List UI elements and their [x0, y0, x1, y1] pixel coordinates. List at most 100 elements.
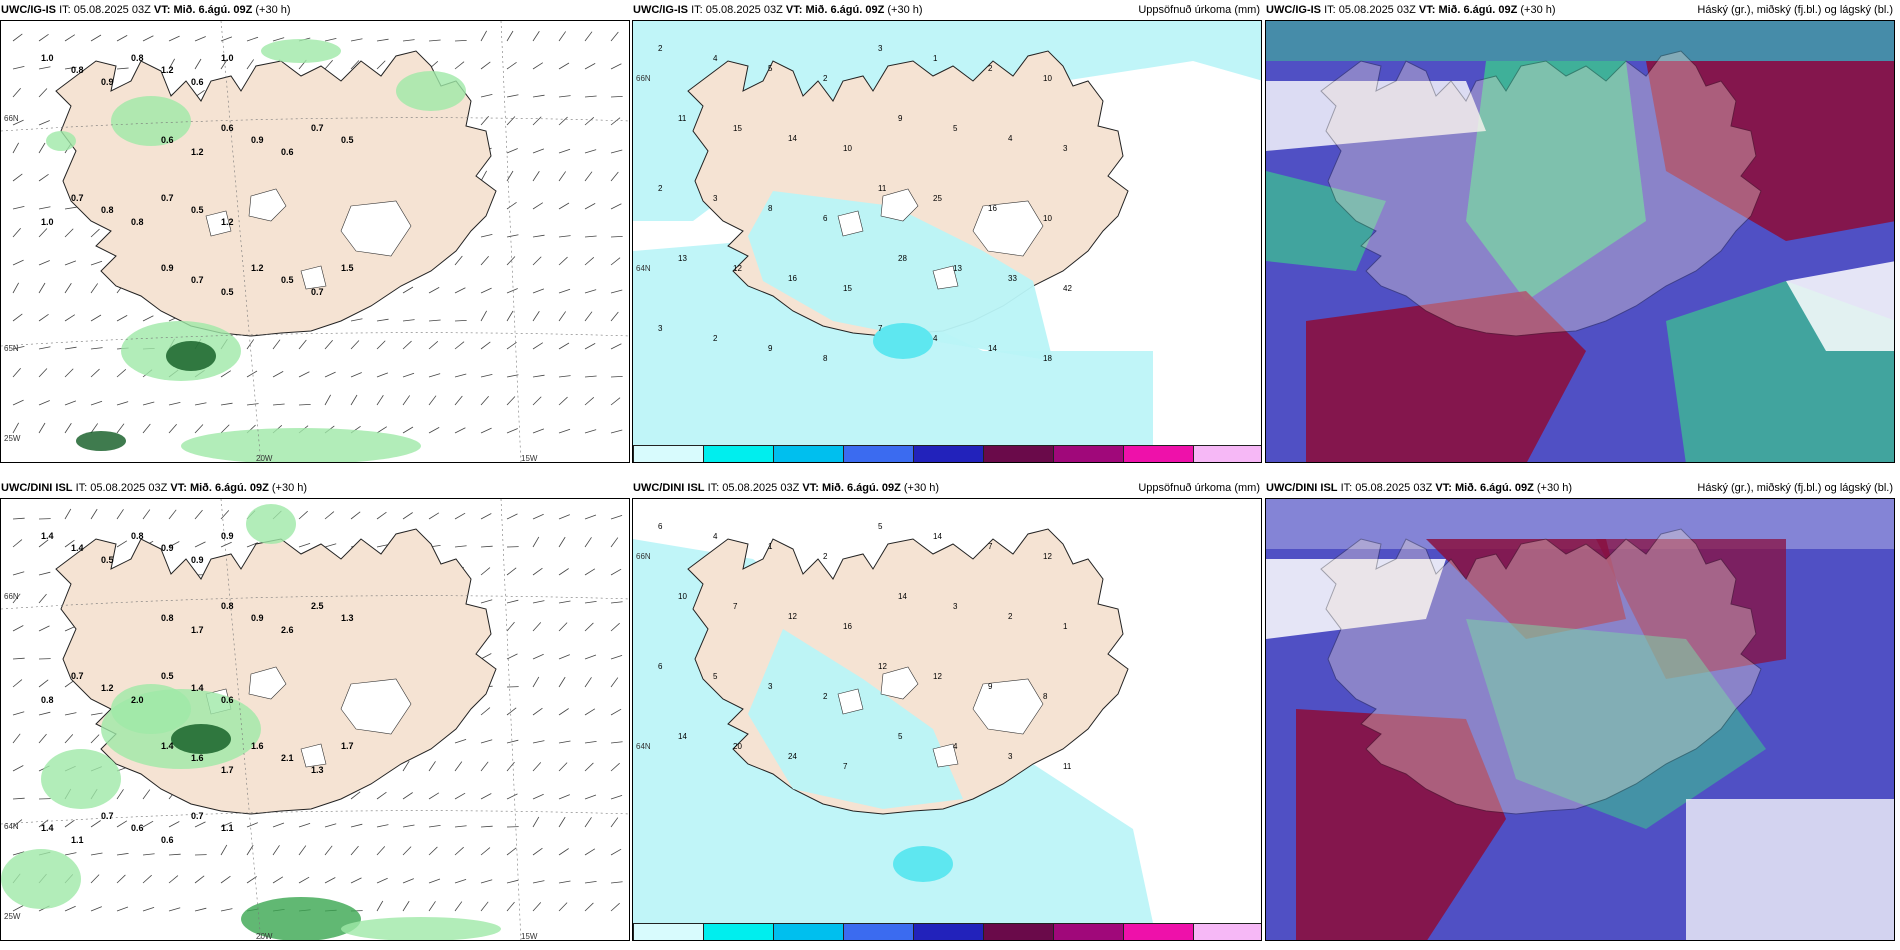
wind-barb [558, 762, 568, 772]
panel-title: UWC/DINI ISL IT: 05.08.2025 03Z VT: Mið.… [633, 482, 940, 494]
wind-barb [64, 346, 77, 350]
accum-value-label: 10 [1043, 74, 1052, 83]
wind-barb [168, 821, 180, 828]
wind-barb [454, 825, 467, 828]
wind-barb [584, 880, 597, 884]
glacier [300, 265, 327, 290]
wind-barb [532, 311, 540, 322]
wind-barb [506, 879, 519, 884]
wind-barb [428, 846, 438, 856]
wind-barb [168, 401, 181, 406]
precip-value-label: 0.5 [161, 671, 174, 681]
accum-value-label: 42 [1063, 284, 1072, 293]
wind-barb [584, 708, 596, 716]
accum-field-high [873, 323, 933, 359]
wind-barb [12, 399, 24, 406]
wind-barb [480, 287, 492, 294]
map-area[interactable] [1265, 498, 1895, 941]
accum-value-label: 33 [1008, 274, 1017, 283]
wind-barb [532, 148, 545, 154]
wind-barb [532, 374, 545, 378]
grid-line [1, 117, 629, 132]
wind-barb [402, 878, 414, 884]
map-area[interactable] [1265, 20, 1895, 463]
wind-barb [376, 372, 389, 378]
map-area[interactable]: 1.0 0.8 0.9 0.8 1.2 0.6 1.0 0.6 1.2 0.6 0.9 0.6 0.7 0… [0, 20, 630, 463]
panel-right-title: Háský (gr.), miðský (fj.bl.) og lágský (… [1697, 4, 1893, 16]
wind-barb [558, 848, 569, 856]
wind-barb [454, 395, 463, 406]
accum-value-label: 9 [898, 114, 903, 123]
wind-barb [480, 825, 493, 828]
wind-barb [610, 601, 623, 604]
accum-value-label: 12 [788, 612, 797, 621]
accum-value-label: 11 [878, 184, 887, 193]
cloud-layer [1466, 619, 1766, 829]
wind-barb [116, 509, 124, 520]
precip-value-label: 0.7 [191, 275, 204, 285]
wind-barb [116, 369, 127, 378]
wind-barb [610, 762, 620, 772]
wind-barb [350, 823, 363, 828]
wind-barb [428, 287, 440, 294]
wind-barb [376, 395, 384, 406]
cloud-layer [1266, 559, 1446, 639]
wind-barb [558, 536, 566, 548]
glacier [837, 210, 864, 237]
wind-barb [558, 116, 568, 126]
wind-barb [298, 339, 307, 350]
map-area[interactable]: 1.4 1.4 0.5 0.8 0.9 0.9 0.9 0.8 1.7 0.8 0.9 2.6 2.5 1… [0, 498, 630, 941]
accum-value-label: 13 [678, 254, 687, 263]
wind-barb [64, 819, 75, 828]
wind-barb [194, 36, 206, 42]
wind-barb [584, 375, 597, 378]
wind-barb [12, 87, 21, 98]
wind-barb [168, 907, 181, 912]
glacier [205, 210, 232, 237]
wind-barb [480, 395, 489, 406]
wind-barb [64, 625, 76, 632]
wind-barb [532, 428, 545, 434]
wind-barb [454, 39, 467, 42]
wind-barb [142, 315, 154, 322]
wind-barb [38, 346, 51, 350]
colorbar-segment [983, 923, 1053, 940]
wind-barb [220, 402, 233, 406]
wind-barb [168, 875, 179, 884]
wind-barb [246, 403, 259, 406]
map-area[interactable]: 6 4 1 2 5 14 7 12 10 7 12 16 14 3 2 1 6 5 3 2 12 12 9 8 14 20 24 7 5… [632, 498, 1262, 941]
wind-barb [480, 61, 491, 70]
wind-barb [116, 35, 128, 42]
wind-barb [350, 372, 362, 378]
wind-barb [610, 817, 619, 828]
accum-value-label: 2 [823, 552, 828, 561]
accum-value-label: 7 [843, 762, 848, 771]
wind-barb [64, 314, 76, 322]
wind-barb [428, 319, 441, 322]
accum-value-label: 6 [658, 662, 663, 671]
wind-barb [584, 257, 595, 266]
accum-value-label: 20 [733, 742, 742, 751]
wind-barb [610, 289, 623, 294]
accum-value-label: 2 [1008, 612, 1013, 621]
precip-value-label: 0.5 [341, 135, 354, 145]
wind-barb [506, 234, 519, 238]
wind-barb [350, 394, 358, 406]
graticule-label: 20W [256, 932, 273, 941]
wind-barb [558, 62, 570, 70]
wind-barb [350, 877, 362, 884]
wind-barb [246, 59, 255, 70]
precip-area [111, 96, 191, 146]
wind-barb [532, 793, 544, 800]
wind-barb [506, 707, 517, 716]
accum-value-label: 25 [933, 194, 942, 203]
wind-barb [116, 820, 128, 828]
grid-line [1, 332, 629, 347]
panel-dini-clouds: UWC/DINI ISL IT: 05.08.2025 03Z VT: Mið.… [1265, 478, 1895, 941]
colorbar: 110255075100150200400 [633, 923, 1261, 940]
accum-value-label: 12 [733, 264, 742, 273]
wind-barb [90, 283, 99, 294]
panel-right-title: Uppsöfnuð úrkoma (mm) [1138, 482, 1260, 494]
wind-barb [610, 311, 619, 322]
map-area[interactable]: 2 4 5 2 3 1 2 10 11 15 14 10 9 5 4 3 2 3 8 6 11 25 16 10 13 12 16 1… [632, 20, 1262, 463]
